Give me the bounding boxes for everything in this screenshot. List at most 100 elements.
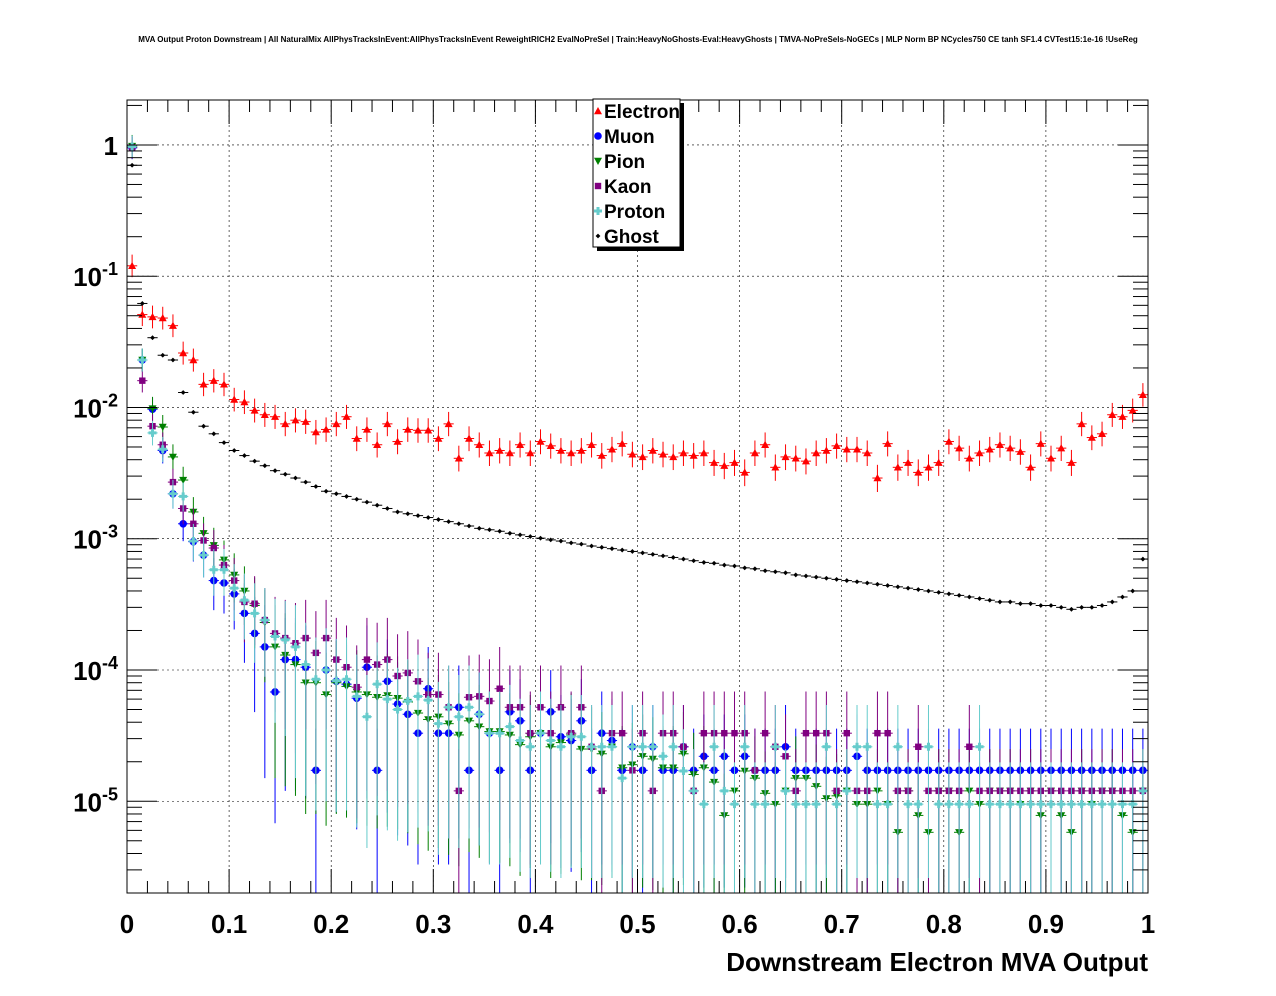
marker — [1130, 588, 1136, 594]
data-point — [974, 440, 985, 466]
marker — [1048, 603, 1054, 608]
marker — [179, 492, 188, 501]
data-point — [167, 357, 179, 363]
data-point — [954, 435, 965, 462]
data-point — [954, 593, 965, 598]
data-point — [484, 440, 495, 466]
data-point — [372, 642, 383, 816]
marker — [1077, 800, 1086, 809]
marker — [413, 692, 422, 701]
data-point — [749, 762, 761, 893]
marker — [720, 461, 729, 469]
marker — [1038, 603, 1044, 608]
data-point — [341, 637, 352, 811]
marker — [1026, 463, 1035, 471]
data-point — [463, 523, 475, 529]
data-point — [821, 438, 832, 464]
data-point — [657, 553, 669, 559]
marker — [250, 406, 259, 414]
data-point — [1056, 604, 1067, 610]
marker — [1069, 606, 1074, 612]
data-point — [1096, 603, 1108, 608]
marker — [148, 428, 157, 437]
data-point — [698, 440, 709, 466]
marker — [209, 565, 218, 574]
data-point — [310, 637, 321, 811]
marker — [272, 468, 278, 474]
marker — [802, 729, 810, 737]
marker — [170, 357, 176, 363]
marker — [853, 742, 862, 751]
data-point — [831, 762, 842, 893]
marker — [740, 742, 749, 751]
marker — [393, 705, 402, 714]
marker — [720, 786, 729, 795]
data-point — [943, 591, 955, 597]
legend-label: Proton — [604, 202, 665, 223]
data-point — [668, 705, 679, 879]
marker — [750, 448, 759, 457]
marker — [323, 488, 329, 494]
data-point — [872, 762, 883, 893]
marker — [496, 685, 503, 692]
data-point — [760, 432, 771, 458]
y-tick-exponent: -3 — [102, 522, 118, 542]
data-point — [760, 568, 771, 574]
marker — [997, 599, 1003, 605]
data-point — [1117, 404, 1128, 429]
data-point — [137, 303, 148, 327]
marker — [595, 233, 601, 239]
data-point — [525, 440, 536, 466]
y-tick-exponent: -4 — [102, 653, 118, 673]
marker — [679, 767, 688, 776]
data-point — [1086, 425, 1097, 451]
marker — [567, 732, 576, 741]
data-point — [596, 705, 607, 879]
data-point — [167, 479, 179, 509]
marker — [1057, 800, 1066, 809]
marker — [669, 452, 678, 461]
data-point — [545, 698, 556, 872]
data-point — [627, 549, 638, 554]
marker — [517, 532, 523, 538]
marker — [905, 585, 911, 591]
marker — [1087, 433, 1096, 441]
marker — [262, 463, 268, 469]
data-point — [617, 736, 628, 893]
data-point — [331, 638, 342, 812]
data-point — [157, 436, 168, 463]
data-point — [188, 348, 199, 372]
data-point — [474, 672, 485, 846]
data-point — [504, 684, 515, 858]
marker — [1087, 800, 1096, 809]
data-point — [821, 575, 832, 581]
y-tick-exponent: -1 — [102, 259, 118, 279]
data-point — [902, 449, 914, 476]
marker — [516, 736, 525, 745]
data-point — [933, 590, 944, 595]
data-point — [606, 436, 618, 463]
marker — [924, 742, 933, 751]
marker — [230, 584, 239, 593]
marker — [362, 425, 371, 433]
marker — [538, 535, 543, 541]
marker — [444, 703, 453, 712]
data-point — [1056, 435, 1067, 462]
marker — [893, 463, 902, 471]
marker — [1077, 419, 1086, 428]
marker — [842, 445, 851, 453]
data-point — [167, 314, 179, 338]
data-point — [933, 449, 944, 476]
marker — [924, 463, 933, 471]
data-point — [749, 566, 761, 572]
legend: Electron Muon Pion Kaon Proton Ghost — [592, 98, 684, 251]
marker — [864, 580, 870, 586]
data-point — [239, 453, 250, 458]
data-point — [739, 705, 750, 879]
data-point — [494, 528, 505, 534]
data-point — [1107, 762, 1118, 893]
marker — [587, 440, 596, 448]
data-point — [984, 597, 995, 603]
marker — [240, 596, 249, 605]
marker — [475, 440, 484, 448]
